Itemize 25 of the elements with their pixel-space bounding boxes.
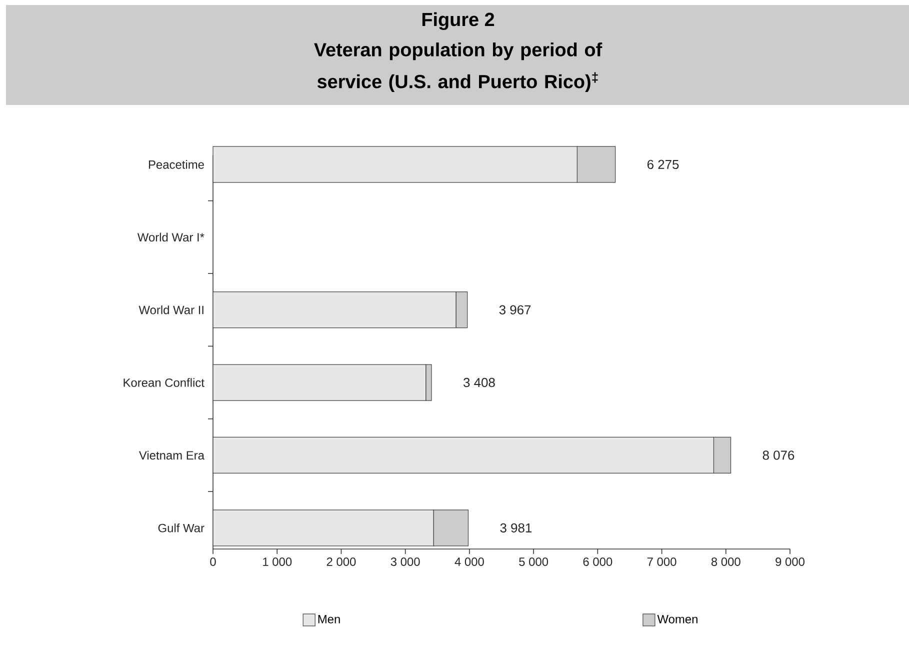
chart-title: Figure 2: [422, 12, 494, 30]
y-tick-label: World War II: [138, 305, 204, 314]
x-tick-label: 1 000: [263, 558, 292, 566]
y-tick-label: Vietnam Era: [138, 450, 204, 460]
x-tick-label: 5 000: [519, 558, 548, 566]
x-tick-label: 4 000: [454, 558, 484, 566]
total-label: 3 967: [499, 305, 531, 314]
x-tick-label: 8 000: [711, 558, 740, 566]
y-tick-label: Gulf War: [158, 524, 204, 532]
legend-label: Men: [318, 615, 340, 624]
x-tick-label: 9 000: [776, 558, 804, 566]
total-label: 3 408: [464, 378, 495, 388]
x-tick-label: 6 000: [583, 558, 612, 566]
chart-subtitle: Veteran population by period of service (U.S. and Puerto Rico)$^{‡}$: [314, 42, 602, 92]
y-tick-label: Korean Conflict: [124, 378, 204, 387]
x-tick-label: 7 000: [647, 558, 676, 566]
total-label: 3 981: [500, 523, 532, 532]
x-tick-label: 2 000: [326, 558, 356, 566]
total-label: 8 076: [762, 450, 794, 460]
total-label: 6 275: [647, 160, 679, 170]
x-tick-label: 3 000: [390, 558, 420, 566]
y-tick-label: World War I*: [137, 232, 204, 242]
legend-label: Women: [657, 615, 698, 624]
y-tick-label: Peacetime: [148, 160, 204, 169]
x-tick-label: 0: [210, 558, 216, 566]
